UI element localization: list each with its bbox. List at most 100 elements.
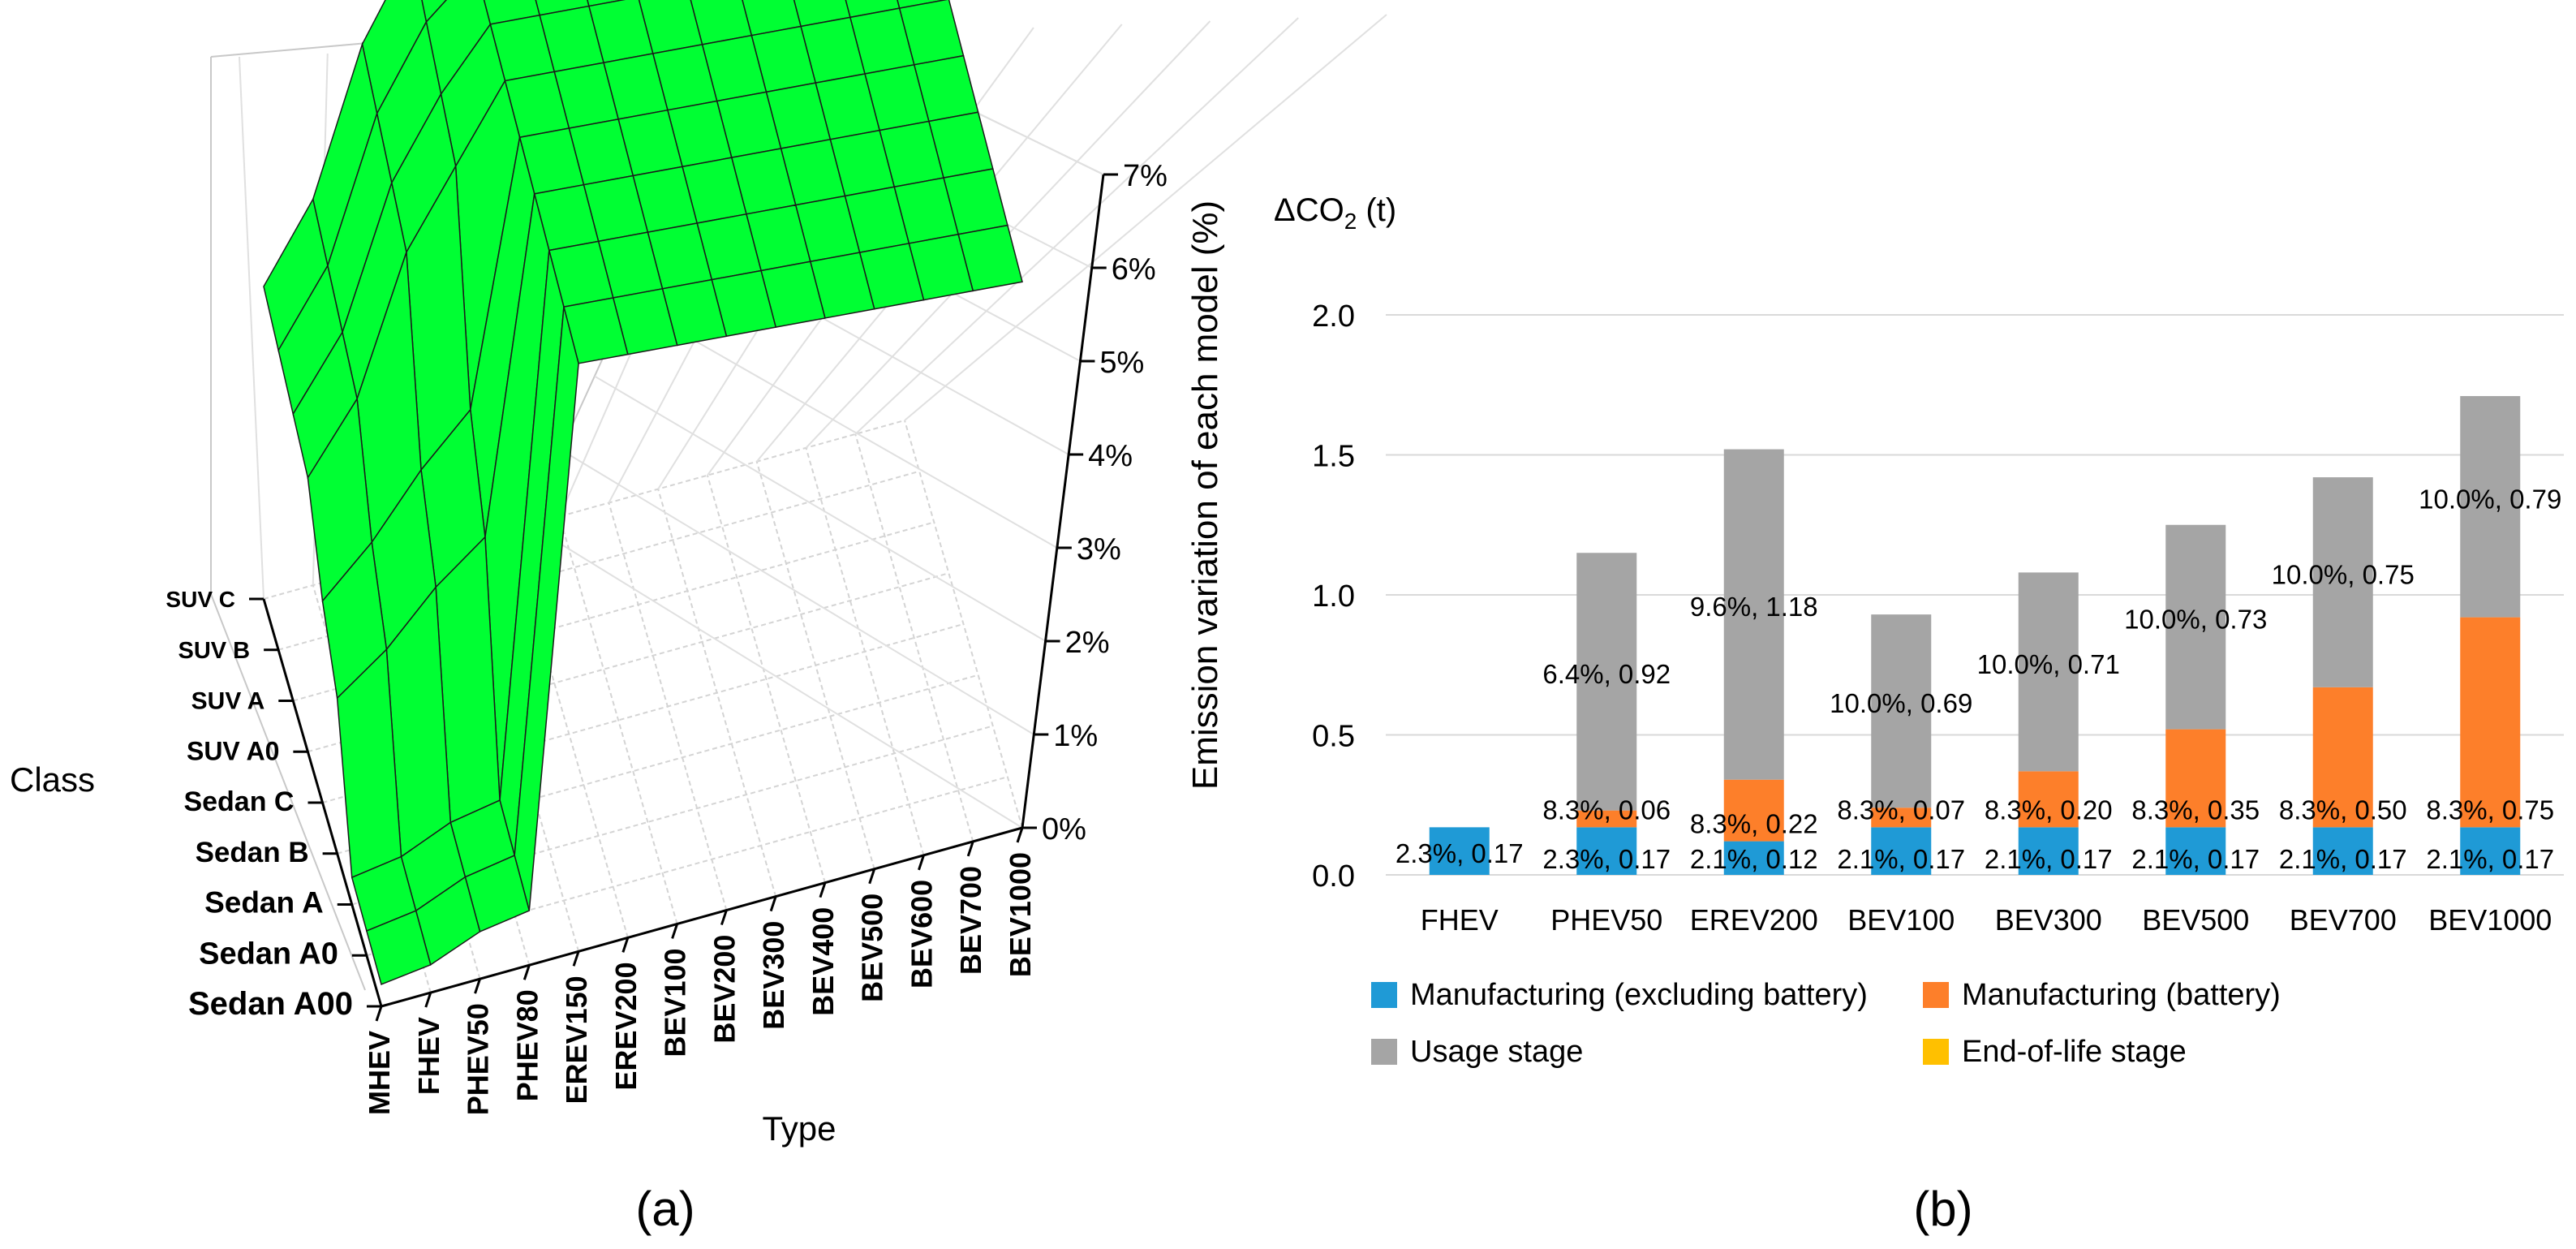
bar-segment xyxy=(2018,572,2079,772)
surface-cell xyxy=(365,910,432,985)
data-label: 8.3%, 0.35 xyxy=(2131,795,2260,825)
category-label: BEV700 xyxy=(2290,903,2397,937)
class-tick-label: Sedan C xyxy=(183,786,294,817)
bar-segment xyxy=(2312,827,2373,875)
bar-segment xyxy=(1576,553,1637,811)
panel-b-stacked-bar: ΔCO2 (t) 0.00.51.01.52.0 2.3%, 0.17 2.3%,… xyxy=(1274,192,2564,1236)
data-label: 2.3%, 0.17 xyxy=(1542,844,1671,874)
category-label: EREV200 xyxy=(1690,903,1818,937)
y-tick-label: 0.5 xyxy=(1312,720,1355,754)
type-axis-title: Type xyxy=(762,1109,836,1148)
legend-swatch xyxy=(1371,1039,1397,1065)
wall-grid-line xyxy=(904,14,1387,421)
bar-segment xyxy=(2165,729,2226,828)
z-tick-label: 6% xyxy=(1112,252,1156,286)
type-tick-label: EREV150 xyxy=(560,976,593,1104)
bar-segment xyxy=(1429,827,1490,875)
data-label: 6.4%, 0.92 xyxy=(1542,659,1671,689)
bar-segment xyxy=(1576,810,1637,828)
type-tick-mark xyxy=(868,868,876,885)
y-title-unit: (t) xyxy=(1357,192,1396,228)
floor-grid-line xyxy=(337,674,978,855)
data-label: 10.0%, 0.75 xyxy=(2272,559,2415,589)
bar-segment xyxy=(1723,841,1784,875)
category-label: BEV500 xyxy=(2142,903,2249,937)
type-tick-mark xyxy=(424,992,432,1008)
legend-label: Manufacturing (battery) xyxy=(1962,978,2281,1012)
data-label: 9.6%, 1.18 xyxy=(1690,592,1818,622)
class-axis-title: Class xyxy=(10,760,95,799)
bar-segment xyxy=(1723,779,1784,842)
floor-grid-line xyxy=(366,776,1008,957)
data-label: 10.0%, 0.69 xyxy=(1830,688,1972,718)
z-tick-label: 4% xyxy=(1088,439,1133,473)
wall-grid-line xyxy=(560,449,1034,735)
wall-grid-line xyxy=(854,17,1299,435)
bar-segment xyxy=(2018,771,2079,828)
wall-grid-line xyxy=(527,523,1023,829)
floor-grid-line xyxy=(706,475,826,883)
bar-segment xyxy=(2312,477,2373,687)
type-tick-mark xyxy=(671,923,679,939)
z-tick-label: 0% xyxy=(1042,812,1086,846)
z-axis-line xyxy=(1021,174,1105,829)
floor-grid-line xyxy=(558,516,678,924)
legend-label: End-of-life stage xyxy=(1962,1035,2187,1069)
class-tick-label: SUV B xyxy=(178,638,250,664)
data-label: 2.1%, 0.12 xyxy=(1690,844,1818,874)
data-label: 2.3%, 0.17 xyxy=(1396,838,1524,868)
panel-a-type-ticks: MHEV FHEV PHEV50 PHEV80 EREV150 EREV200 BEV100… xyxy=(363,827,1037,1115)
bar-segment xyxy=(2165,827,2226,875)
class-tick-label: SUV A0 xyxy=(187,736,279,765)
type-tick-label: BEV400 xyxy=(806,907,840,1016)
data-label: 2.1%, 0.17 xyxy=(2426,844,2554,874)
wall-grid-line xyxy=(627,301,1058,549)
type-tick-mark xyxy=(918,855,925,871)
bar-segment xyxy=(1576,827,1637,875)
panel-a-surface xyxy=(263,0,1023,985)
class-tick-label: Sedan A xyxy=(204,886,324,920)
type-tick-mark xyxy=(523,964,531,980)
bar-segment xyxy=(1871,614,1932,808)
panel-a-class-ticks: Sedan A00 Sedan A0 Sedan A Sedan B Sedan C SU… xyxy=(166,587,381,1022)
data-label: 2.1%, 0.17 xyxy=(1985,844,2113,874)
left-wall-frame xyxy=(210,57,366,991)
category-label: PHEV50 xyxy=(1550,903,1662,937)
y-tick-label: 0.0 xyxy=(1312,859,1355,894)
floor-grid-line xyxy=(854,433,974,842)
data-label: 10.0%, 0.73 xyxy=(2124,605,2267,635)
type-tick-label: PHEV50 xyxy=(462,1003,495,1115)
panel-a-z-ticks: 0% 1% 2% 3% 4% 5% 6% 7% xyxy=(1022,159,1168,846)
bar-segment xyxy=(1723,449,1784,780)
z-tick-label: 1% xyxy=(1053,719,1098,753)
type-tick-label: BEV700 xyxy=(954,866,987,975)
type-tick-label: BEV600 xyxy=(905,880,938,988)
panel-b-legend: Manufacturing (excluding battery) Manufac… xyxy=(1371,978,2281,1069)
bar-segment xyxy=(1871,808,1932,828)
data-label: 2.1%, 0.17 xyxy=(1837,844,1965,874)
y-tick-label: 2.0 xyxy=(1312,299,1355,334)
type-tick-label: BEV100 xyxy=(659,948,692,1057)
class-tick-label: Sedan A00 xyxy=(188,986,353,1022)
type-tick-label: EREV200 xyxy=(609,962,643,1090)
z-tick-label: 3% xyxy=(1077,532,1121,566)
category-label: FHEV xyxy=(1421,903,1499,937)
data-label: 8.3%, 0.50 xyxy=(2279,795,2407,825)
floor-grid-line xyxy=(263,420,905,600)
wall-grid-line xyxy=(239,56,264,600)
type-tick-mark xyxy=(621,937,630,953)
y-title-main: ΔCO xyxy=(1274,192,1344,228)
bar-segment xyxy=(2312,687,2373,828)
type-tick-mark xyxy=(572,950,580,967)
bar-segment xyxy=(2165,524,2226,730)
category-label: BEV300 xyxy=(1995,903,2102,937)
data-label: 8.3%, 0.06 xyxy=(1542,795,1671,825)
legend-label: Usage stage xyxy=(1410,1035,1583,1069)
z-axis-title: Emission variation of each model (%) xyxy=(1185,200,1225,790)
wall-grid-line xyxy=(594,375,1047,642)
data-label: 8.3%, 0.07 xyxy=(1837,795,1965,825)
legend-swatch xyxy=(1371,982,1397,1008)
class-tick-label: Sedan A0 xyxy=(199,937,338,971)
